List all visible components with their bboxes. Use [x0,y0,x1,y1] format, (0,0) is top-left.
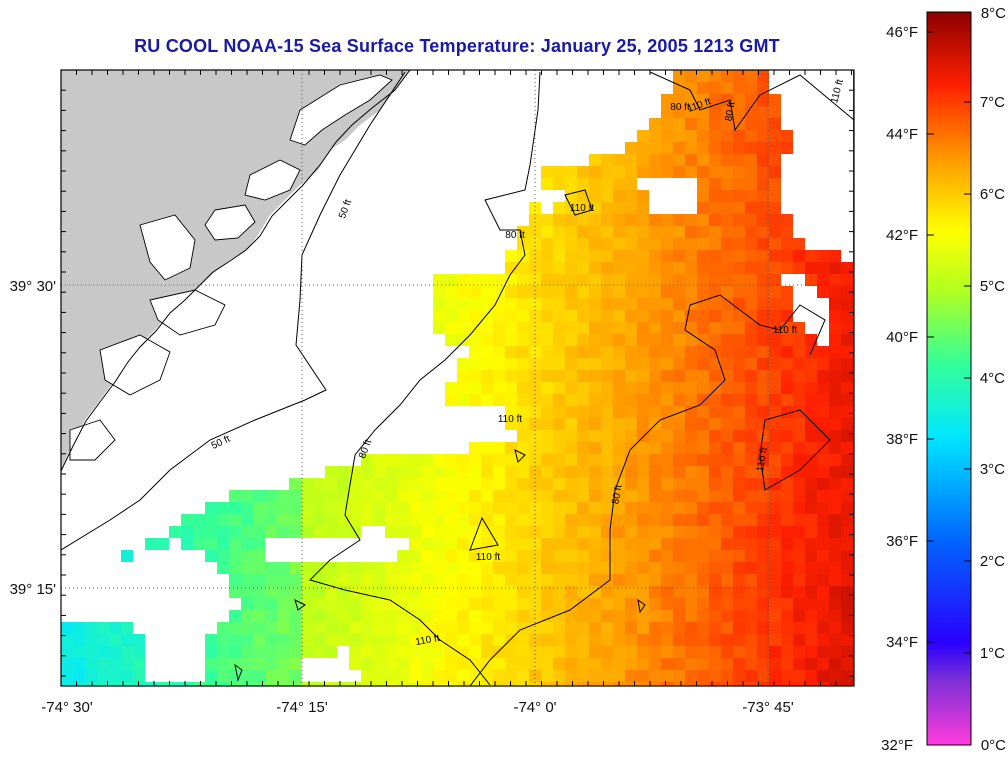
x-tick-label: -74° 15' [276,699,328,716]
fahrenheit-label: 40°F [886,329,918,346]
colorbar-fahrenheit-labels: 46°F 44°F 42°F 40°F 38°F 36°F 34°F 32°F [881,24,918,754]
fahrenheit-label: 38°F [886,431,918,448]
coastal-marsh [69,74,393,461]
contour-label: 80 ft [505,230,525,241]
colorbar-ticks [927,31,971,654]
celsius-label: 0°C [981,737,1006,754]
fahrenheit-label: 46°F [886,24,918,41]
contour-label: 80 ft [610,484,624,505]
fahrenheit-label: 32°F [881,737,913,754]
contour-label: 110 ft [476,552,500,563]
y-tick-label: 39° 30' [10,278,57,295]
graticule [61,70,854,686]
contour-label: 110 ft [773,325,797,336]
fahrenheit-label: 34°F [886,634,918,651]
frame-ticks [60,69,854,686]
plot-frame [60,69,855,687]
x-axis-labels: -74° 30' -74° 15' -74° 0' -73° 45' [41,699,794,716]
x-tick-label: -74° 30' [41,699,93,716]
map-title: RU COOL NOAA-15 Sea Surface Temperature:… [134,36,780,56]
depth-contours [61,71,854,686]
land-mass [61,70,410,470]
x-tick-label: -73° 45' [742,699,794,716]
celsius-label: 7°C [980,94,1005,111]
contour-label: 80 ft [670,102,690,113]
contour-label: 80 ft [723,101,737,122]
y-tick-label: 39° 15' [10,581,57,598]
sst-field [61,70,854,686]
fahrenheit-label: 44°F [886,126,918,143]
celsius-label: 6°C [980,186,1005,203]
celsius-label: 8°C [981,5,1006,22]
contour-label: 110 ft [498,414,522,425]
celsius-label: 2°C [980,553,1005,570]
celsius-label: 3°C [980,461,1005,478]
contour-label: 110 ft [415,633,441,648]
colorbar [927,12,971,745]
contour-label: 110 ft [755,446,770,472]
fahrenheit-label: 42°F [886,227,918,244]
shoreline [61,70,411,472]
contour-label: 110 ft [570,203,594,214]
celsius-label: 4°C [980,370,1005,387]
x-tick-label: -74° 0' [513,699,556,716]
celsius-label: 5°C [980,278,1005,295]
fahrenheit-label: 36°F [886,533,918,550]
celsius-label: 1°C [980,645,1005,662]
colorbar-celsius-labels: 8°C 7°C 6°C 5°C 4°C 3°C 2°C 1°C 0°C [980,5,1006,754]
y-axis-labels: 39° 30' 39° 15' [10,278,57,598]
